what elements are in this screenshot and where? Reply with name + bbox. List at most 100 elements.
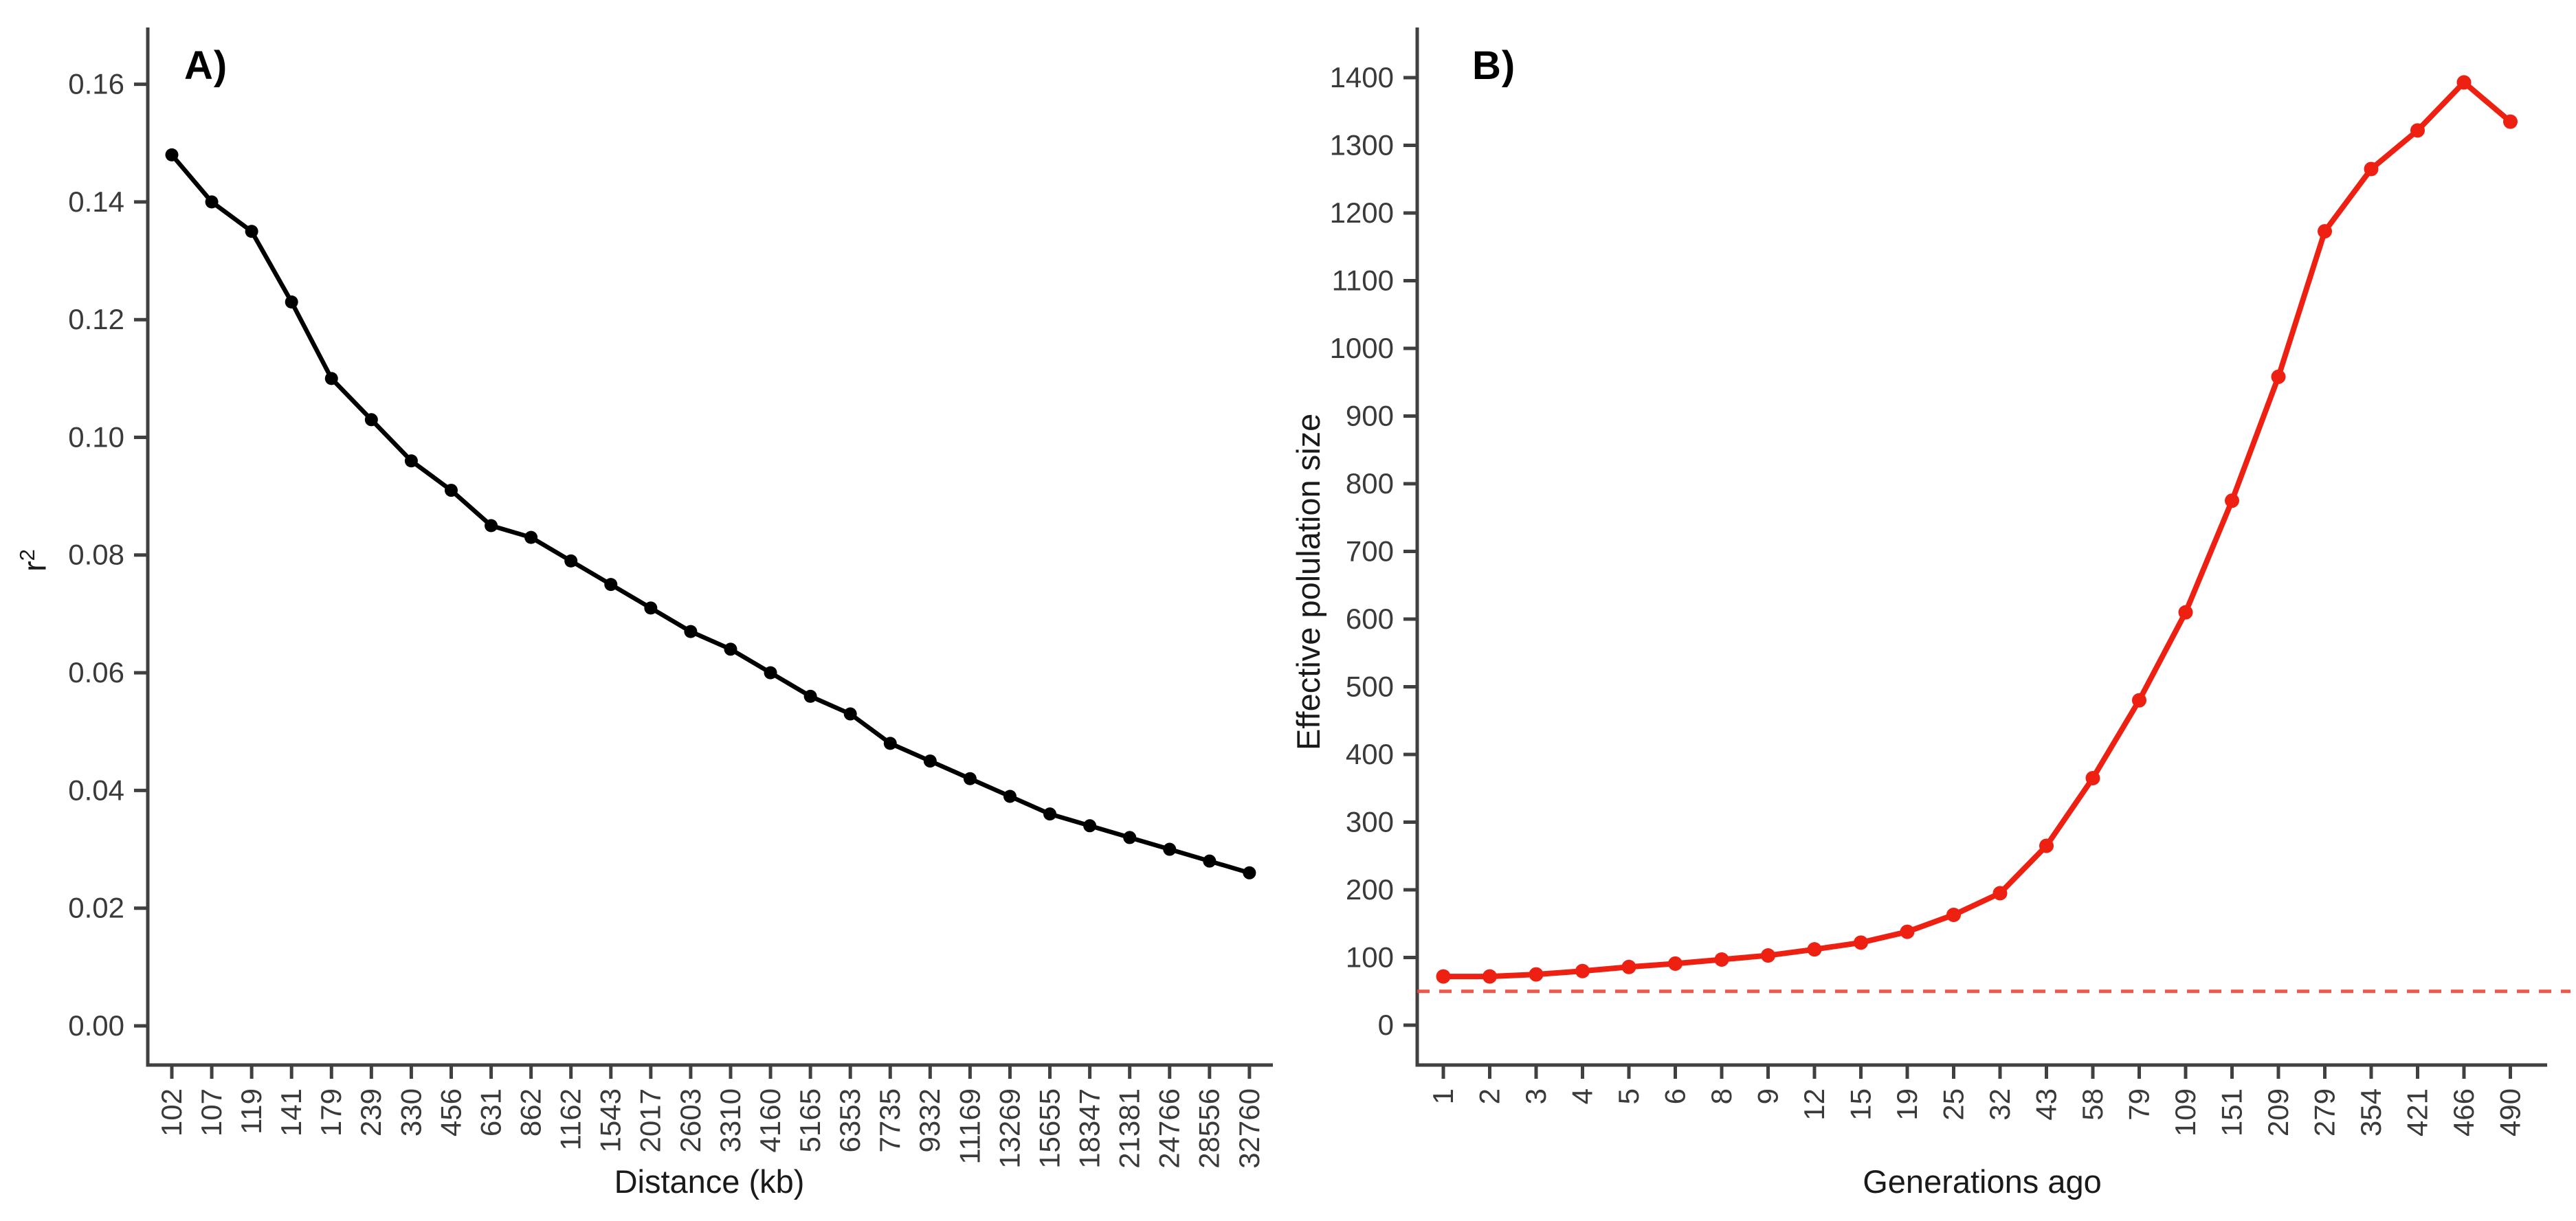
panel-a-data-point	[165, 148, 179, 161]
panel-a-x-tick-label: 1162	[555, 1088, 587, 1150]
panel-b-x-tick-label: 1	[1427, 1088, 1459, 1104]
panel-b-data-point	[2364, 161, 2379, 177]
panel-b-data-point	[2410, 123, 2425, 138]
panel-a-data-point	[883, 737, 897, 750]
panel-a-data-point	[1083, 819, 1097, 833]
panel-a-x-tick-label: 5165	[794, 1088, 826, 1152]
panel-b-data-point	[2085, 770, 2100, 785]
panel-a-x-tick-label: 102	[155, 1088, 188, 1136]
panel-a-y-title-superscript: 2	[15, 549, 39, 561]
panel-b-y-tick-label: 0	[1378, 1009, 1394, 1041]
panel-b-data-point	[2503, 114, 2518, 129]
panel-a-x-tick-label: 239	[355, 1088, 387, 1136]
panel-a-y-tick-label: 0.02	[68, 892, 124, 924]
panel-b-x-axis-title: Generations ago	[1863, 1163, 2102, 1200]
panel-b-x-tick-label: 58	[2076, 1088, 2109, 1121]
panel-a-y-title-base: r	[16, 561, 53, 572]
panel-b-y-tick-label: 100	[1346, 941, 1394, 973]
panel-a-series-line	[169, 153, 1252, 875]
panel-a-data-point	[245, 225, 258, 238]
panel-a-x-tick-label: 2603	[674, 1088, 707, 1152]
panel-b-data-point	[1900, 924, 1915, 939]
panel-a-data-point	[1163, 842, 1177, 856]
panel-a-x-tick-label: 179	[315, 1088, 347, 1136]
panel-b-x-tick-label: 421	[2401, 1088, 2433, 1136]
panel-a-x-tick-label: 32760	[1233, 1088, 1265, 1169]
panel-a-y-tick-label: 0.08	[68, 539, 124, 571]
panel-b-x-tick-label: 3	[1520, 1088, 1552, 1104]
panel-b-x-tick-label: 19	[1891, 1088, 1923, 1121]
panel-b-y-axis-title: Effective polulation size	[1290, 413, 1326, 750]
panel-b-x-tick-label: 354	[2355, 1088, 2387, 1136]
panel-a-x-tick-label: 456	[434, 1088, 467, 1136]
panel-b-data-point	[1946, 907, 1961, 922]
panel-a-data-point	[803, 689, 817, 703]
panel-b-data-point	[2132, 693, 2146, 708]
panel-b-data-point	[2178, 605, 2193, 620]
panel-a-data-point	[404, 454, 418, 468]
panel-b-x-tick-label: 6	[1658, 1088, 1691, 1104]
panel-a-data-point	[364, 413, 378, 427]
panel-b-data-point	[1854, 935, 1868, 950]
panel-b-y-tick-label: 500	[1346, 670, 1394, 702]
panel-b-data-point	[2039, 838, 2054, 853]
panel-a-x-tick-label: 107	[195, 1088, 227, 1136]
panel-a-data-point	[205, 195, 219, 209]
panel-a-y-axis-title: r2	[15, 549, 54, 572]
panel-a-x-tick-label: 21381	[1113, 1088, 1146, 1169]
panel-a-data-point	[485, 519, 498, 533]
panel-b-y-tick-label: 200	[1346, 873, 1394, 906]
panel-a-data-point	[764, 666, 777, 680]
panel-a-data-point	[923, 754, 937, 768]
panel-b-x-tick-label: 2	[1473, 1088, 1505, 1104]
panel-a-x-tick-label: 4160	[754, 1088, 786, 1152]
panel-b-x-tick-label: 79	[2122, 1088, 2155, 1121]
panel-b-y-tick-label: 600	[1346, 603, 1394, 635]
panel-a-y-tick-label: 0.00	[68, 1009, 124, 1042]
panel-a-x-tick-label: 13269	[993, 1088, 1025, 1169]
panel-a-y-tick-label: 0.10	[68, 421, 124, 453]
panel-a-data-point	[684, 625, 698, 638]
panel-b-data-point	[2271, 369, 2286, 384]
panel-b-x-tick-label: 466	[2447, 1088, 2480, 1136]
panel-a-y-tick-label: 0.04	[68, 774, 124, 806]
panel-b-y-tick-label: 1100	[1332, 264, 1394, 296]
panel-a-x-tick-label: 18347	[1073, 1088, 1105, 1169]
panel-b-x-tick-label: 32	[1984, 1088, 2016, 1121]
panel-b-data-point	[1668, 956, 1683, 971]
panel-b-x-tick-label: 4	[1566, 1088, 1598, 1104]
panel-a-x-tick-label: 1543	[595, 1088, 627, 1152]
panel-a-data-point	[1123, 831, 1137, 844]
panel-b-data-point	[1807, 942, 1822, 957]
panel-b-x-tick-label: 43	[2030, 1088, 2062, 1121]
panel-a-label: A)	[184, 43, 228, 88]
panel-b-x-tick-label: 209	[2262, 1088, 2294, 1136]
panel-a-x-tick-label: 15655	[1033, 1088, 1065, 1169]
panel-b-data-point	[2318, 224, 2332, 239]
panel-b-x-tick-label: 279	[2308, 1088, 2340, 1136]
panel-a-data-point	[564, 554, 578, 568]
panel-a-data-point	[963, 772, 977, 785]
panel-b-data-point	[1714, 952, 1729, 967]
panel-a-x-tick-label: 119	[235, 1088, 267, 1134]
panel-b-series-line	[1441, 79, 2513, 980]
panel-a-x-tick-label: 3310	[714, 1088, 746, 1152]
panel-a-x-tick-label: 7735	[874, 1088, 906, 1152]
panel-b-y-tick-label: 700	[1346, 535, 1394, 567]
panel-b-x-tick-label: 490	[2494, 1088, 2526, 1136]
panel-a-x-tick-label: 11169	[953, 1088, 986, 1165]
panel-b-x-tick-label: 12	[1798, 1088, 1830, 1121]
panel-b-y-tick-label: 1000	[1330, 332, 1394, 364]
panel-a-x-tick-label: 24766	[1153, 1088, 1186, 1169]
panel-b-x-tick-label: 5	[1612, 1088, 1645, 1104]
panel-b-y-tick-label: 300	[1346, 805, 1394, 838]
panel-b-x-tick-label: 109	[2169, 1088, 2201, 1136]
panel-a-y-tick-label: 0.16	[68, 67, 124, 100]
panel-a-x-tick-label: 141	[275, 1088, 307, 1136]
panel-b-y-tick-label: 1400	[1330, 61, 1394, 93]
panel-b-x-tick-label: 151	[2215, 1088, 2247, 1136]
panel-a-data-point	[843, 707, 857, 721]
panel-a-y-tick-label: 0.12	[68, 303, 124, 335]
panel-a-data-point	[444, 484, 458, 497]
